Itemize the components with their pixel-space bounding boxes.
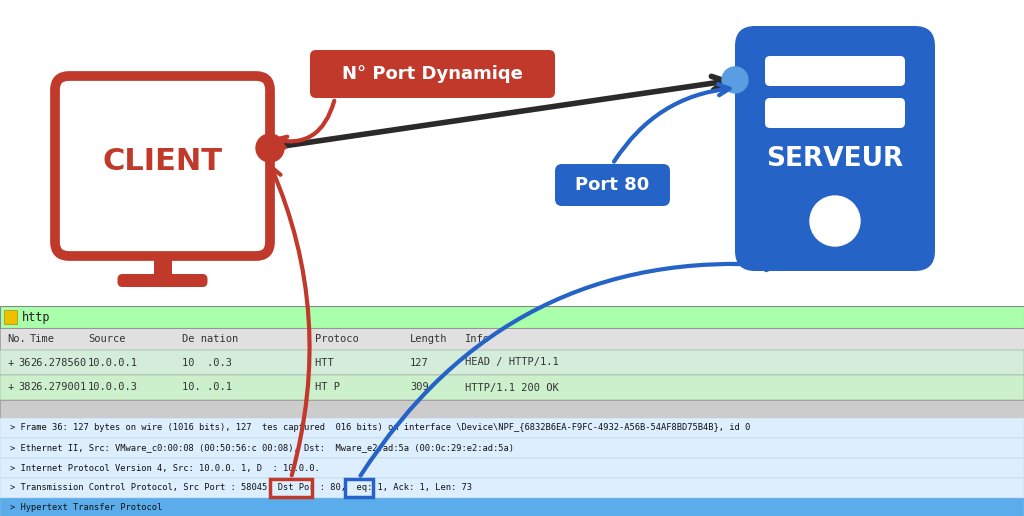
Text: http: http (22, 311, 50, 324)
Text: SERVEUR: SERVEUR (766, 146, 903, 171)
Text: 26.278560: 26.278560 (30, 358, 86, 367)
Bar (0, 306, 1024, 328)
Text: Protoco: Protoco (315, 334, 365, 344)
FancyBboxPatch shape (735, 26, 935, 271)
Text: > Frame 36: 127 bytes on wire (1016 bits), 127  tes captured  016 bits) on inter: > Frame 36: 127 bytes on wire (1016 bits… (10, 424, 751, 432)
FancyBboxPatch shape (555, 164, 670, 206)
FancyBboxPatch shape (55, 76, 270, 256)
Bar (4, 310, 17, 324)
Text: HEAD / HTTP/1.1: HEAD / HTTP/1.1 (465, 358, 559, 367)
Text: De nation: De nation (182, 334, 239, 344)
Text: 10.0.0.1: 10.0.0.1 (88, 358, 138, 367)
Text: > Internet Protocol Version 4, Src: 10.0.0. 1, D  : 10.0.0.: > Internet Protocol Version 4, Src: 10.0… (10, 463, 325, 473)
FancyBboxPatch shape (765, 98, 905, 128)
Text: Info: Info (465, 334, 490, 344)
Bar (345, 479, 373, 497)
Text: > Ethernet II, Src: VMware_c0:00:08 (00:50:56:c 00:08), Dst:  Mware_e2:ad:5a (00: > Ethernet II, Src: VMware_c0:00:08 (00:… (10, 443, 514, 453)
Text: 309: 309 (410, 382, 429, 393)
Circle shape (722, 67, 748, 93)
Text: 10  .0.3: 10 .0.3 (182, 358, 232, 367)
Text: CLIENT: CLIENT (102, 147, 222, 175)
Text: > Hypertext Transfer Protocol: > Hypertext Transfer Protocol (10, 504, 162, 512)
Text: 38: 38 (18, 382, 31, 393)
Bar (0, 328, 1024, 350)
Bar (0, 418, 1024, 438)
Circle shape (256, 134, 284, 162)
Text: 10.0.0.3: 10.0.0.3 (88, 382, 138, 393)
Text: 26.279001: 26.279001 (30, 382, 86, 393)
Text: Length: Length (410, 334, 447, 344)
Text: +: + (7, 382, 13, 393)
Bar (0, 438, 1024, 458)
Text: Time: Time (30, 334, 55, 344)
Text: HTT: HTT (315, 358, 340, 367)
Bar (270, 479, 312, 497)
Text: HTTP/1.1 200 OK: HTTP/1.1 200 OK (465, 382, 559, 393)
Text: No.: No. (7, 334, 26, 344)
Text: Source: Source (88, 334, 126, 344)
Bar (0, 498, 1024, 516)
Bar (0, 350, 1024, 375)
Bar (0, 375, 1024, 400)
FancyBboxPatch shape (310, 50, 555, 98)
Bar (0, 400, 1024, 418)
Text: N° Port Dynamiqe: N° Port Dynamiqe (342, 65, 523, 83)
Text: +: + (7, 358, 13, 367)
Circle shape (810, 196, 860, 246)
Text: HT P: HT P (315, 382, 340, 393)
Bar (154, 256, 171, 274)
Text: > Transmission Control Protocol, Src Port : 58045, Dst Por : 80,  eq: 1, Ack: 1,: > Transmission Control Protocol, Src Por… (10, 483, 472, 492)
Text: 10. .0.1: 10. .0.1 (182, 382, 232, 393)
Text: Port 80: Port 80 (575, 176, 649, 194)
FancyBboxPatch shape (118, 274, 208, 287)
Bar (0, 478, 1024, 498)
Text: 127: 127 (410, 358, 429, 367)
FancyBboxPatch shape (765, 56, 905, 86)
Bar (0, 458, 1024, 478)
Text: 36: 36 (18, 358, 31, 367)
